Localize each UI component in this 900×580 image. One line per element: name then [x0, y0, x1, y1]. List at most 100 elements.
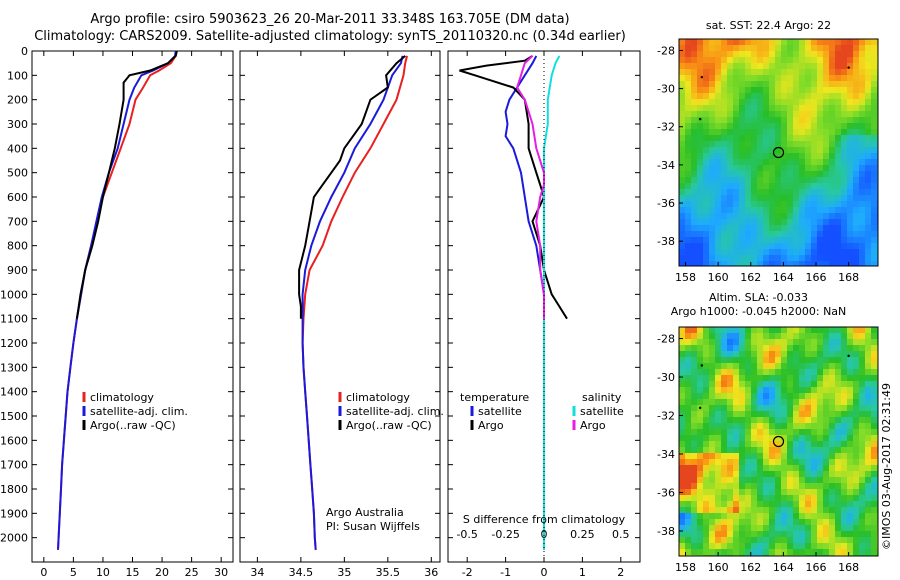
- heat-cell: [865, 153, 871, 159]
- heat-cell: [769, 447, 775, 453]
- heat-cell: [781, 75, 787, 81]
- heat-cell: [745, 123, 751, 129]
- heat-cell: [751, 333, 757, 339]
- heat-cell: [721, 183, 727, 189]
- heat-cell: [763, 513, 769, 519]
- heat-cell: [865, 393, 871, 399]
- heat-cell: [781, 363, 787, 369]
- heat-cell: [823, 99, 829, 105]
- heat-cell: [829, 537, 835, 543]
- heat-cell: [679, 447, 685, 453]
- heat-cell: [841, 153, 847, 159]
- heat-cell: [685, 381, 691, 387]
- heat-cell: [829, 117, 835, 123]
- heat-cell: [679, 87, 685, 93]
- heat-cell: [799, 459, 805, 465]
- heat-cell: [865, 531, 871, 537]
- heat-cell: [697, 213, 703, 219]
- heat-cell: [871, 411, 877, 417]
- heat-cell: [817, 165, 823, 171]
- heat-cell: [751, 507, 757, 513]
- heat-cell: [781, 57, 787, 63]
- heat-cell: [691, 513, 697, 519]
- heat-cell: [853, 153, 859, 159]
- heat-cell: [793, 519, 799, 525]
- heat-cell: [829, 57, 835, 63]
- heat-cell: [703, 375, 709, 381]
- heat-cell: [703, 231, 709, 237]
- heat-cell: [853, 51, 859, 57]
- heat-cell: [751, 177, 757, 183]
- heat-cell: [691, 99, 697, 105]
- heat-cell: [817, 183, 823, 189]
- heat-cell: [757, 441, 763, 447]
- heat-cell: [685, 513, 691, 519]
- heat-cell: [805, 219, 811, 225]
- heat-cell: [697, 483, 703, 489]
- heat-cell: [745, 471, 751, 477]
- heat-cell: [697, 159, 703, 165]
- island-marker: [699, 406, 702, 410]
- heat-cell: [835, 363, 841, 369]
- heat-cell: [721, 195, 727, 201]
- heat-cell: [841, 141, 847, 147]
- heat-cell: [829, 195, 835, 201]
- heat-cell: [679, 399, 685, 405]
- heat-cell: [685, 237, 691, 243]
- heat-cell: [721, 339, 727, 345]
- heat-cell: [679, 261, 685, 266]
- heat-cell: [841, 243, 847, 249]
- heat-cell: [745, 249, 751, 255]
- heat-cell: [697, 465, 703, 471]
- heat-cell: [745, 99, 751, 105]
- heat-cell: [739, 165, 745, 171]
- heat-cell: [799, 231, 805, 237]
- heat-cell: [745, 441, 751, 447]
- heat-cell: [823, 519, 829, 525]
- heat-cell: [775, 129, 781, 135]
- heat-cell: [715, 477, 721, 483]
- heat-cell: [679, 195, 685, 201]
- heat-cell: [835, 417, 841, 423]
- heat-cell: [709, 549, 715, 555]
- heat-cell: [847, 393, 853, 399]
- heat-cell: [739, 261, 745, 266]
- heat-cell: [859, 69, 865, 75]
- map-y-tick-label: -36: [657, 486, 675, 499]
- heat-cell: [769, 489, 775, 495]
- heat-cell: [733, 441, 739, 447]
- heat-cell: [835, 441, 841, 447]
- heat-cell: [871, 135, 877, 141]
- heat-cell: [769, 111, 775, 117]
- heat-cell: [823, 339, 829, 345]
- heat-cell: [799, 57, 805, 63]
- heat-cell: [685, 423, 691, 429]
- heat-cell: [757, 537, 763, 543]
- heat-cell: [703, 177, 709, 183]
- heat-cell: [841, 393, 847, 399]
- heat-cell: [847, 507, 853, 513]
- heat-cell: [817, 261, 823, 266]
- heat-cell: [817, 93, 823, 99]
- heat-cell: [859, 453, 865, 459]
- heat-cell: [871, 417, 877, 423]
- heat-cell: [757, 111, 763, 117]
- heat-cell: [715, 183, 721, 189]
- heat-cell: [829, 243, 835, 249]
- heat-cell: [811, 507, 817, 513]
- heat-cell: [745, 153, 751, 159]
- heat-cell: [769, 189, 775, 195]
- heat-cell: [799, 525, 805, 531]
- heat-cell: [853, 453, 859, 459]
- heat-cell: [769, 237, 775, 243]
- heat-cell: [679, 165, 685, 171]
- heat-cell: [757, 453, 763, 459]
- heat-cell: [775, 381, 781, 387]
- heat-cell: [685, 429, 691, 435]
- heat-cell: [823, 441, 829, 447]
- heat-cell: [745, 165, 751, 171]
- heat-cell: [847, 513, 853, 519]
- heat-cell: [799, 69, 805, 75]
- heat-cell: [769, 201, 775, 207]
- heat-cell: [865, 411, 871, 417]
